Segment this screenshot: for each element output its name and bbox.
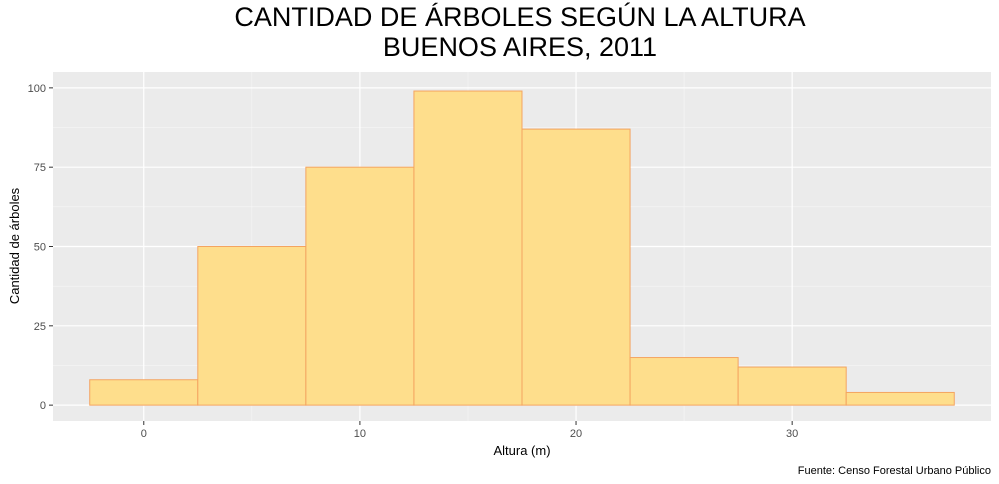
histogram-bar [89, 379, 199, 406]
histogram-bar [737, 366, 847, 406]
x-tick-label: 20 [570, 428, 582, 440]
histogram-bar [629, 357, 739, 406]
x-axis: 0 10 20 30 [141, 421, 798, 440]
histogram-bar [413, 90, 523, 406]
chart-title-line-2: BUENOS AIRES, 2011 [383, 32, 657, 62]
y-tick-label: 25 [34, 321, 46, 333]
y-axis: 0 25 50 75 100 [28, 83, 53, 412]
y-tick-label: 50 [34, 242, 46, 254]
source-caption: Fuente: Censo Forestal Urbano Público [798, 465, 991, 477]
y-tick-label: 100 [28, 83, 46, 95]
histogram-bar [521, 128, 631, 406]
x-tick-label: 30 [786, 428, 798, 440]
y-tick-label: 0 [40, 400, 46, 412]
histogram-bars [89, 90, 955, 406]
histogram-bar [197, 246, 307, 406]
x-axis-title: Altura (m) [493, 443, 550, 458]
histogram-bar [845, 391, 955, 406]
chart-title-line-1: CANTIDAD DE ÁRBOLES SEGÚN LA ALTURA [234, 1, 805, 32]
x-tick-label: 10 [354, 428, 366, 440]
y-tick-label: 75 [34, 162, 46, 174]
y-axis-title: Cantidad de árboles [7, 187, 22, 304]
histogram-bar [305, 166, 415, 406]
x-tick-label: 0 [141, 428, 147, 440]
